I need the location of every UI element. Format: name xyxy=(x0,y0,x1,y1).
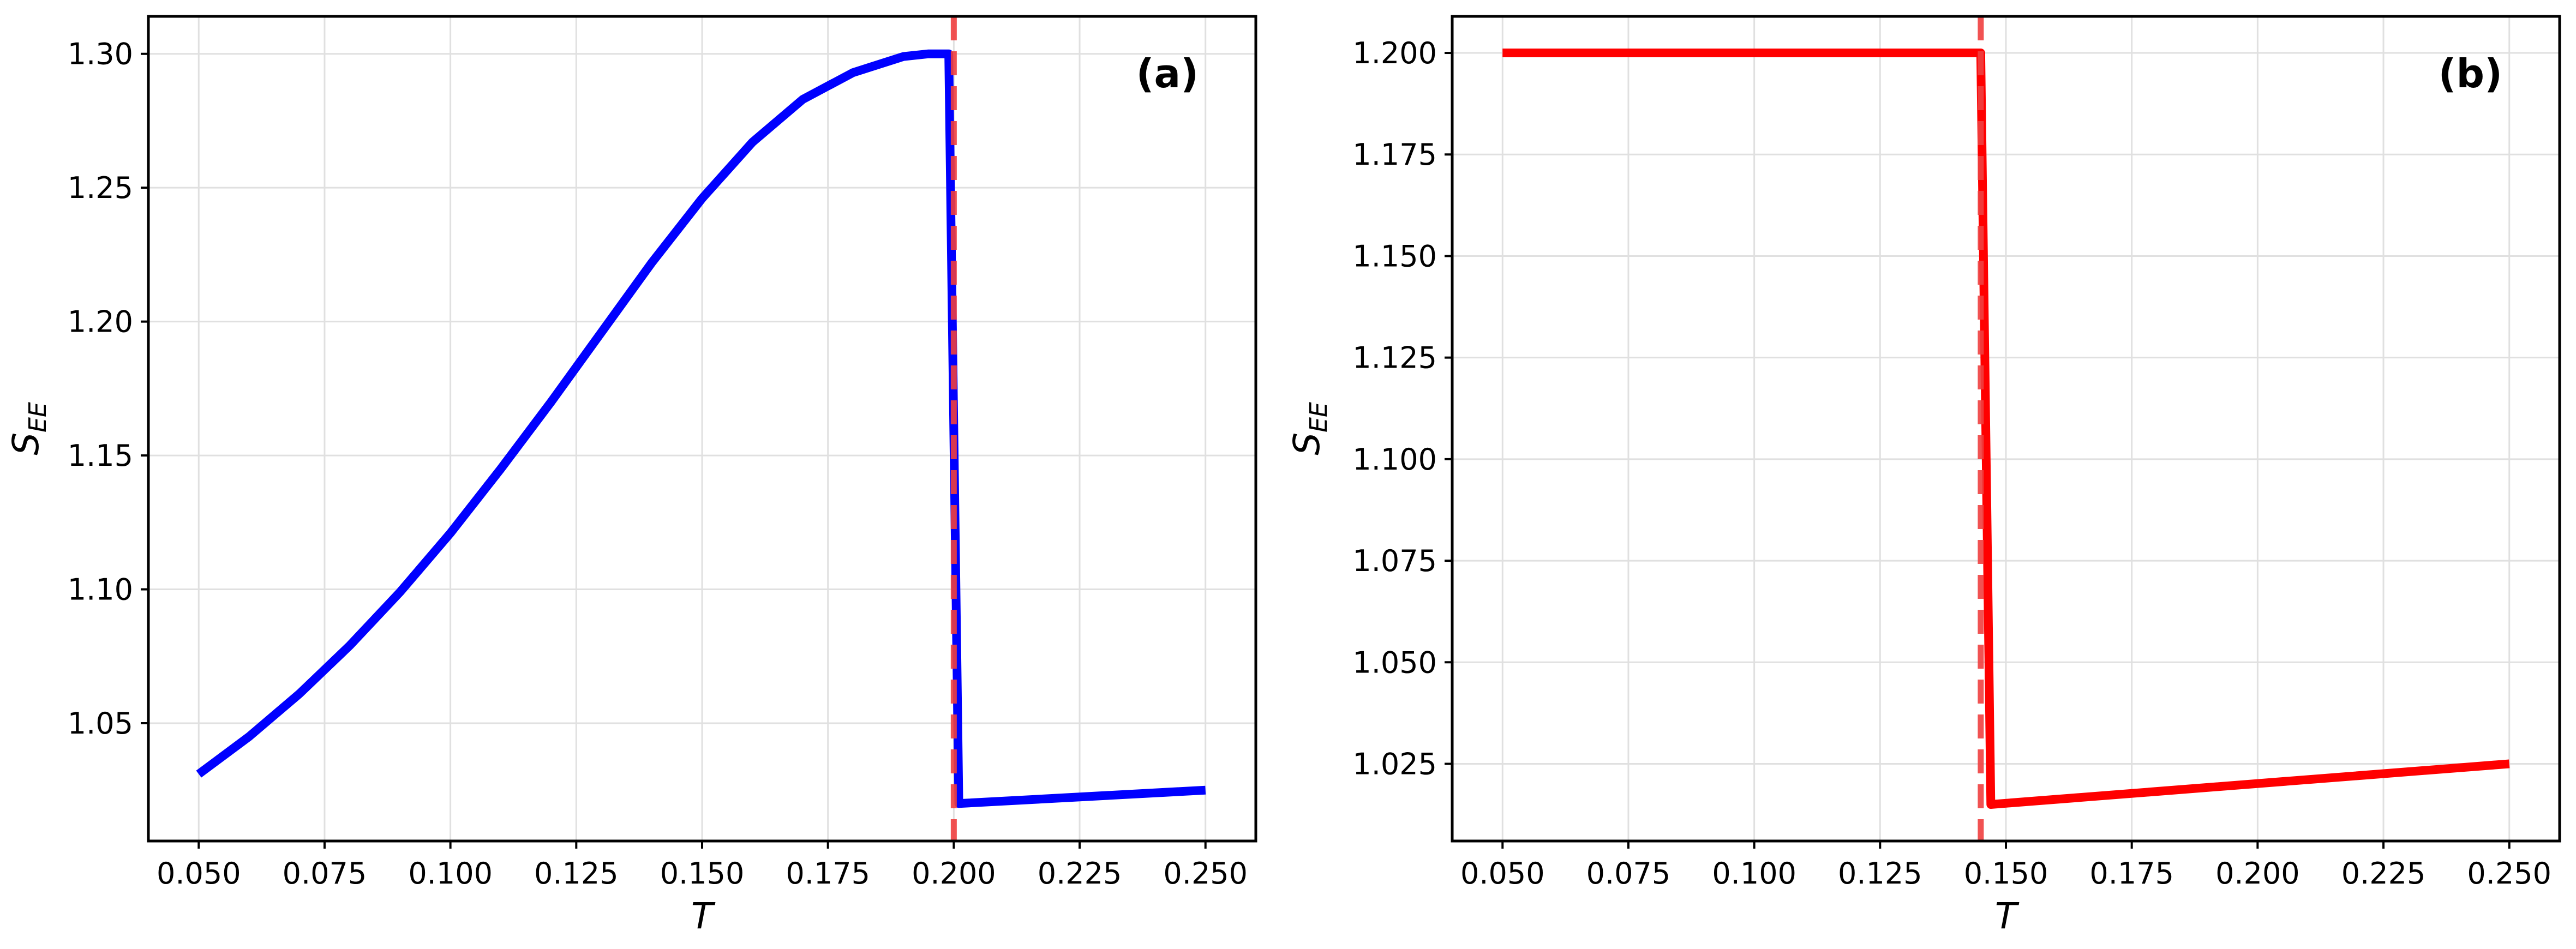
x-tick-label: 0.125 xyxy=(1838,856,1922,891)
x-tick-label: 0.075 xyxy=(1586,856,1671,891)
y-tick-label: 1.050 xyxy=(1352,645,1437,680)
x-tick-label: 0.075 xyxy=(283,856,367,891)
x-tick-label: 0.100 xyxy=(408,856,493,891)
x-tick-label: 0.175 xyxy=(2089,856,2174,891)
y-tick-label: 1.30 xyxy=(68,37,133,71)
x-tick-label: 0.100 xyxy=(1712,856,1796,891)
series-line xyxy=(196,49,1206,808)
y-tick-label: 1.025 xyxy=(1352,747,1437,781)
x-axis-label: T xyxy=(691,895,716,937)
series-line xyxy=(1502,49,2510,809)
panel-a: 0.050 0.075 0.100 0.125 0.150 0.175 0.200 0.225… xyxy=(5,15,1257,937)
x-tick-label: 0.225 xyxy=(2341,856,2426,891)
x-tick-label: 0.200 xyxy=(2215,856,2300,891)
y-tick-label: 1.175 xyxy=(1352,137,1437,172)
y-tick-label: 1.05 xyxy=(68,706,133,741)
y-tick-label: 1.10 xyxy=(68,573,133,607)
data-layer xyxy=(1502,16,2510,841)
y-axis-label-main: S xyxy=(1286,433,1328,455)
x-tick-label: 0.150 xyxy=(660,856,745,891)
y-tick-label: 1.150 xyxy=(1352,239,1437,273)
x-tick-label: 0.250 xyxy=(2467,856,2551,891)
x-axis-label: T xyxy=(1995,895,2020,937)
x-tick-label: 0.250 xyxy=(1163,856,1248,891)
y-axis-label: SEE xyxy=(5,402,52,455)
x-tick-label: 0.150 xyxy=(1964,856,2048,891)
y-axis-label-subscript: EE xyxy=(24,402,52,433)
y-tick-label: 1.20 xyxy=(68,305,133,339)
x-tick-label: 0.175 xyxy=(786,856,870,891)
x-tick-label: 0.050 xyxy=(157,856,241,891)
y-tick-label: 1.200 xyxy=(1352,36,1437,70)
y-tick-label: 1.15 xyxy=(68,439,133,473)
x-tick-label: 0.125 xyxy=(534,856,619,891)
x-tick-label: 0.225 xyxy=(1038,856,1122,891)
panel-label: (a) xyxy=(1136,51,1199,97)
y-tick-label: 1.25 xyxy=(68,171,133,205)
y-tick-label: 1.125 xyxy=(1352,341,1437,375)
y-axis-label-subscript: EE xyxy=(1305,402,1333,433)
panel-label: (b) xyxy=(2439,51,2502,97)
y-tick-label: 1.100 xyxy=(1352,442,1437,477)
y-axis-label-main: S xyxy=(5,433,47,455)
y-tick-label: 1.075 xyxy=(1352,544,1437,578)
panel-b: 0.050 0.075 0.100 0.125 0.150 0.175 0.200 0.225… xyxy=(1286,15,2561,937)
x-tick-label: 0.200 xyxy=(912,856,996,891)
y-axis-label: SEE xyxy=(1286,402,1333,455)
x-tick-label: 0.050 xyxy=(1460,856,1545,891)
data-layer xyxy=(196,16,1206,841)
